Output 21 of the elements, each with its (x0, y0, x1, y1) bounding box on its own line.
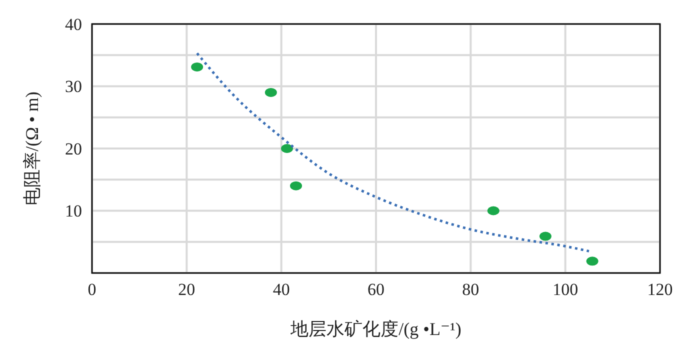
y-axis-title: 电阻率/(Ω • m) (22, 92, 42, 206)
x-tick-label: 120 (647, 280, 673, 299)
point (539, 232, 552, 241)
x-tick-label: 80 (462, 280, 480, 299)
x-axis-title: 地层水矿化度/(g •L⁻¹) (290, 319, 462, 339)
y-tick-label: 20 (65, 139, 82, 158)
point (487, 206, 500, 216)
x-tick-label: 60 (368, 280, 384, 299)
line-series (196, 52, 590, 252)
x-tick-label: 0 (88, 280, 96, 299)
y-tick-label: 40 (65, 14, 82, 34)
point (586, 256, 598, 266)
x-tick-label: 20 (178, 280, 196, 299)
point (191, 62, 204, 72)
point (264, 88, 277, 97)
y-tick-label: 30 (65, 77, 82, 96)
y-tick-label: 10 (65, 202, 82, 221)
point (281, 144, 294, 153)
point (290, 181, 302, 190)
x-tick-label: 100 (552, 280, 578, 299)
x-tick-label: 40 (272, 280, 290, 299)
